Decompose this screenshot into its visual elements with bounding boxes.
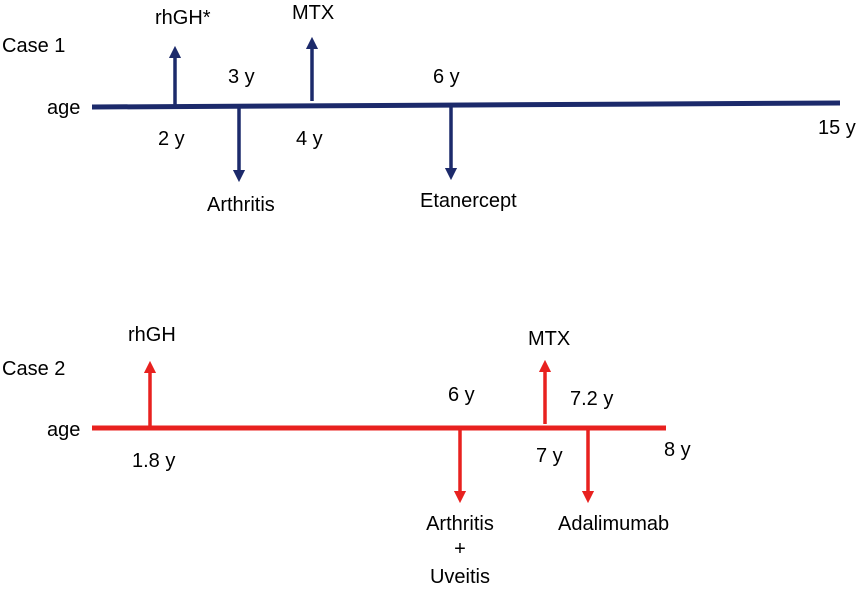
case2-title: Case 2 [2,358,65,380]
case2-arthritis-age: 6 y [448,384,475,406]
case2-mtx-label: MTX [528,328,570,350]
case1-title: Case 1 [2,35,65,57]
case1-etanercept-label: Etanercept [420,190,517,212]
case1-axis-label: age [47,97,80,119]
case2-adalimumab-label: Adalimumab [558,513,669,535]
case2-end-label: 8 y [664,439,691,461]
case1-rhgh-age: 2 y [158,128,185,150]
case1-mtx-label: MTX [292,2,334,24]
case2-adalimumab-age: 7.2 y [570,388,613,410]
case1-arthritis-label: Arthritis [207,194,275,216]
case1-rhgh-label: rhGH* [155,7,211,29]
case1-timeline: Case 1 age 15 y rhGH* 2 y MTX 4 y 3 y Ar… [2,2,856,216]
case2-rhgh-label: rhGH [128,324,176,346]
case2-arthritis-label-line1: Arthritis [426,513,494,535]
case2-mtx-age: 7 y [536,445,563,467]
case1-arthritis-age: 3 y [228,66,255,88]
case1-mtx-age: 4 y [296,128,323,150]
case1-etanercept-age: 6 y [433,66,460,88]
case2-rhgh-age: 1.8 y [132,450,175,472]
case2-arthritis-label-line2: + [454,538,466,560]
case2-timeline: Case 2 age 8 y rhGH 1.8 y MTX 7 y 6 y Ar… [2,324,691,588]
case2-arthritis-label-line3: Uveitis [430,566,490,588]
case1-age-axis [91,100,841,110]
case2-axis-label: age [47,419,80,441]
case1-end-label: 15 y [818,117,856,139]
